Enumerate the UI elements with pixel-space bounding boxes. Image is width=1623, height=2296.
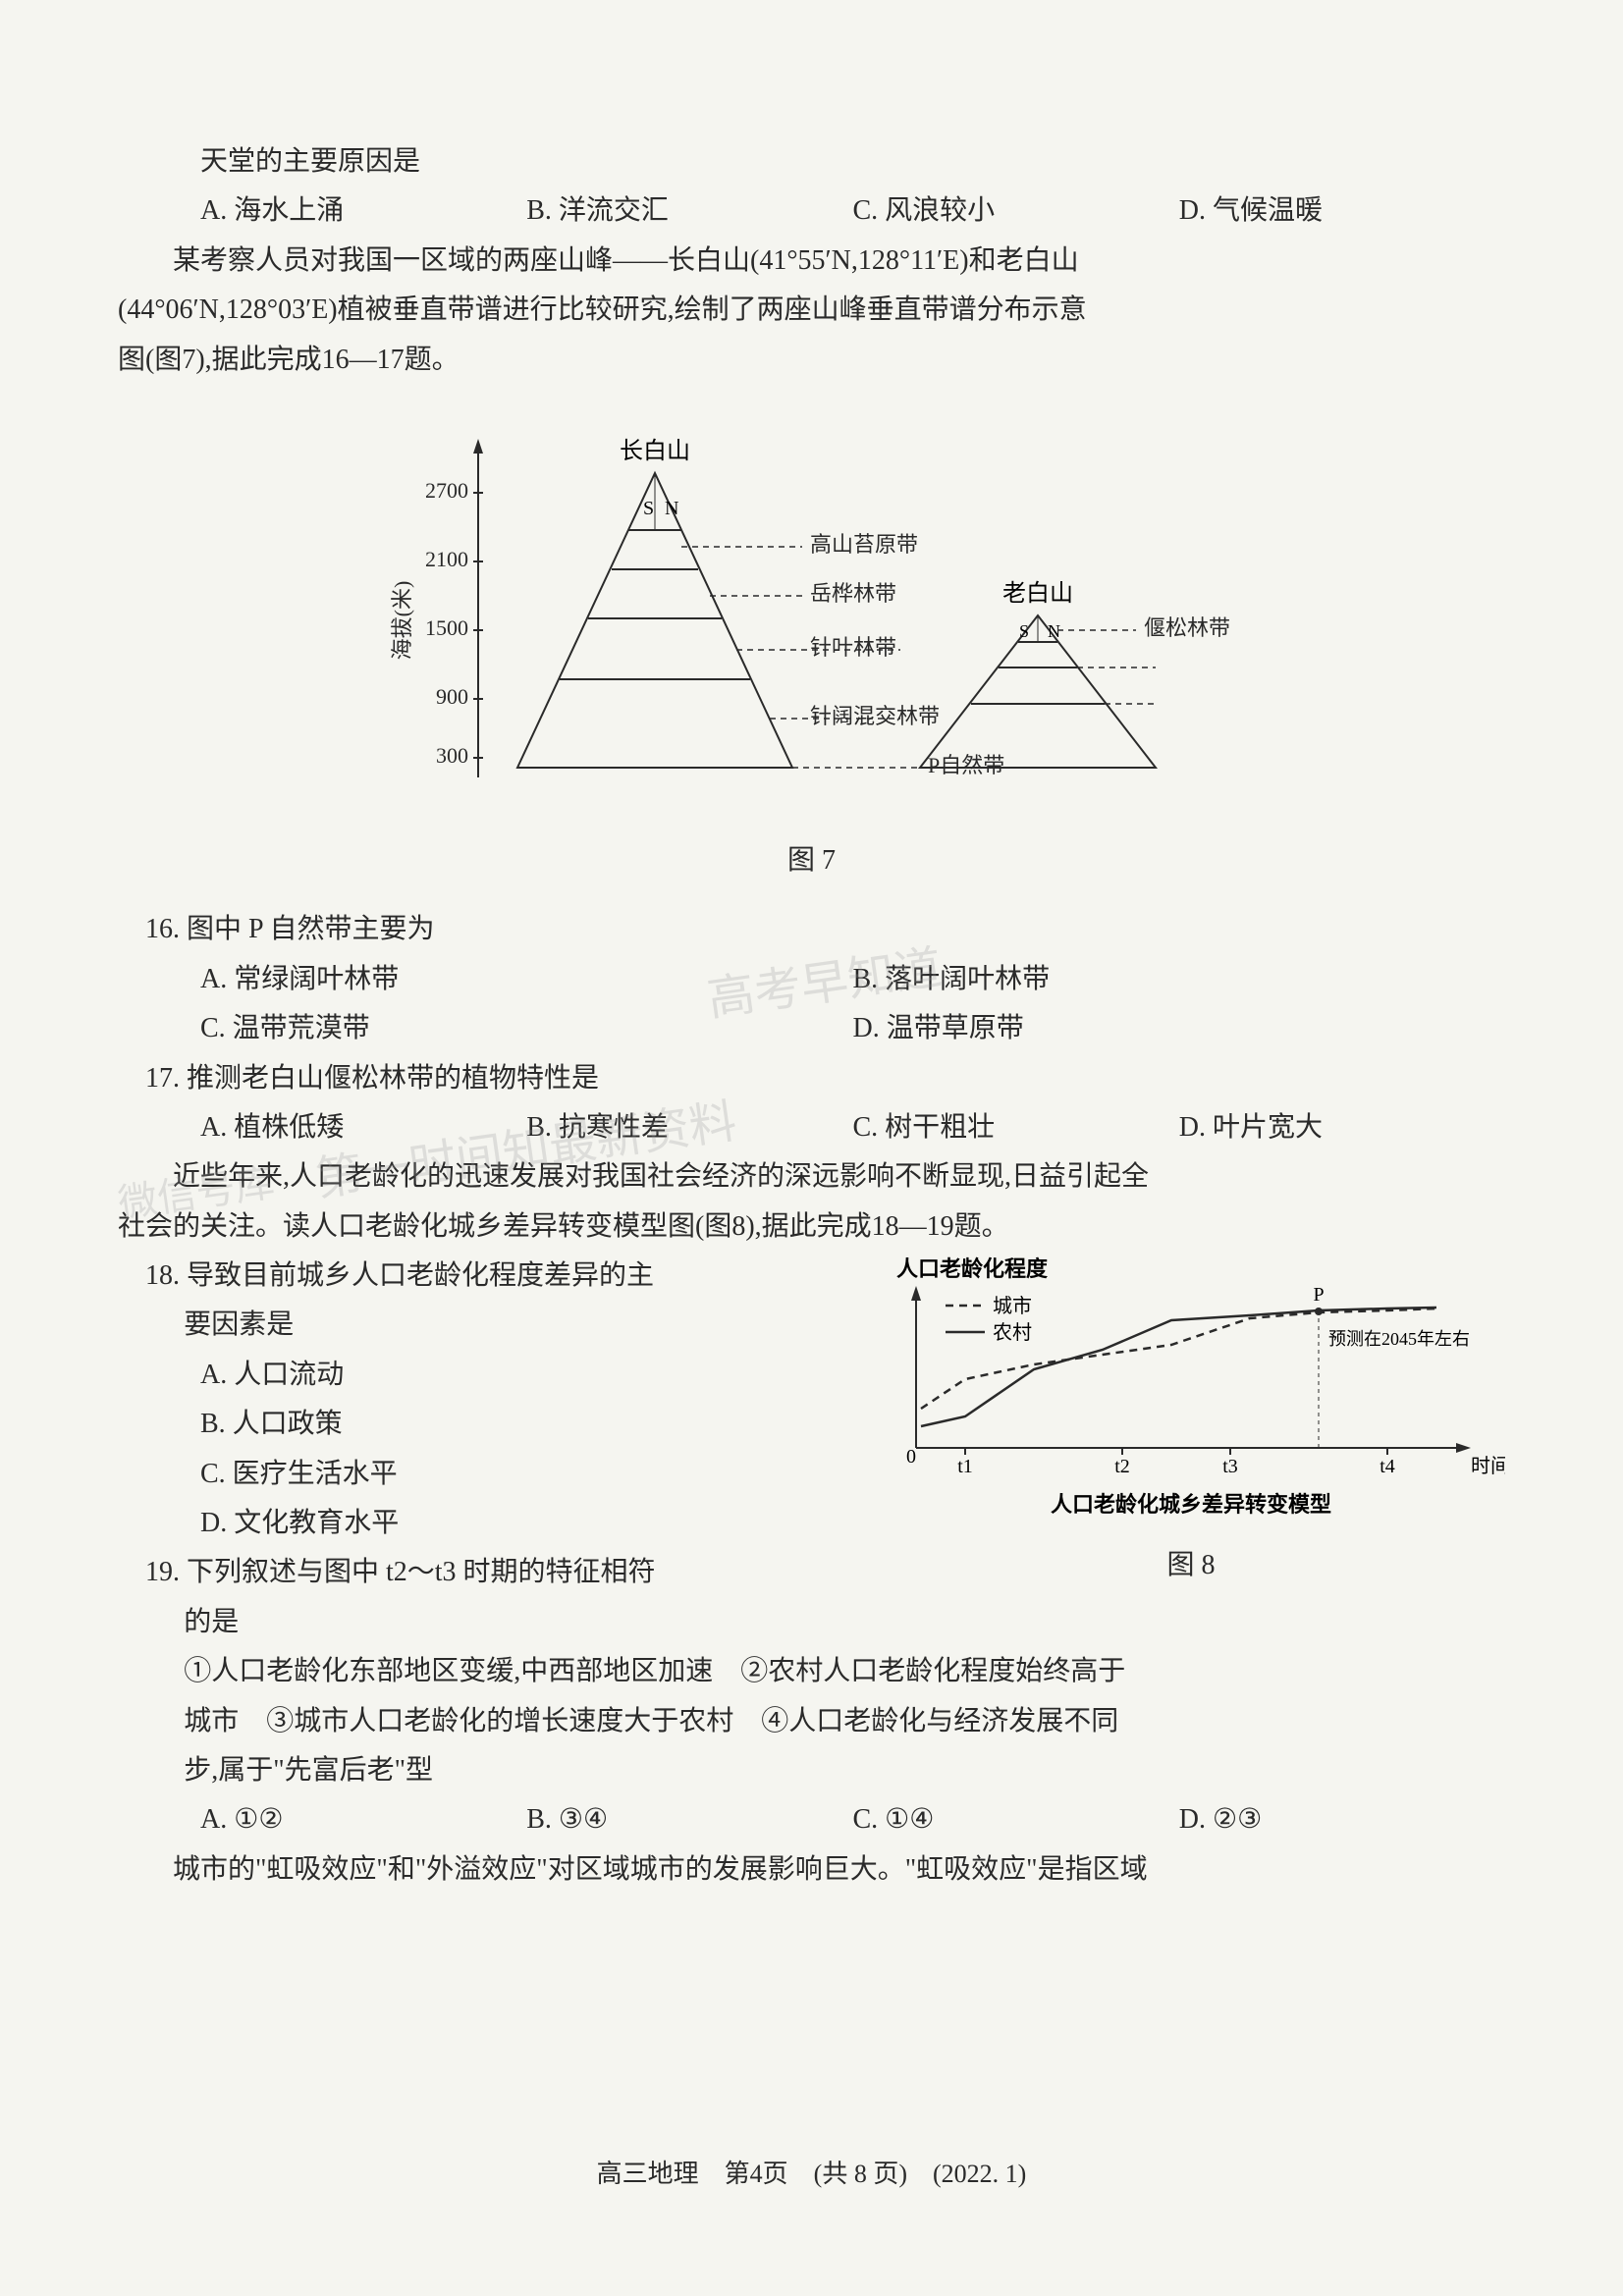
fig8-legend-city: 城市 <box>993 1295 1032 1317</box>
q19-c: C. ①④ <box>853 1795 1179 1844</box>
option-d: D. 气候温暖 <box>1179 187 1505 236</box>
fig8-ylabel: 人口老龄化程度 <box>896 1256 1049 1281</box>
q18-a: A. 人口流动 <box>200 1351 857 1400</box>
q19-item-l3: 步,属于"先富后老"型 <box>184 1746 1505 1795</box>
figure7: 300 900 1500 2100 2700 海拔(米) S N 长白山 S N <box>118 404 1505 817</box>
figure8-svg: 人口老龄化程度 0 t1 t2 t3 t4 时间 <box>877 1252 1505 1526</box>
q16-b: B. 落叶阔叶林带 <box>853 955 1506 1004</box>
fig8-t1: t1 <box>957 1456 973 1477</box>
fig8-t4: t4 <box>1380 1456 1395 1477</box>
q16-a: A. 常绿阔叶林带 <box>200 955 853 1004</box>
q18-options: A. 人口流动 B. 人口政策 C. 医疗生活水平 D. 文化教育水平 <box>200 1351 857 1549</box>
ytick-900: 900 <box>436 684 468 709</box>
fig7-n2: N <box>1048 621 1060 641</box>
ytick-2100: 2100 <box>425 547 468 571</box>
figure8-title: 图 8 <box>877 1541 1505 1590</box>
q16-options: A. 常绿阔叶林带 B. 落叶阔叶林带 C. 温带荒漠带 D. 温带草原带 <box>200 955 1505 1054</box>
fig8-caption: 人口老龄化城乡差异转变模型 <box>1051 1492 1331 1517</box>
fig7-s2: S <box>1019 621 1029 641</box>
fig7-s1: S <box>643 498 654 519</box>
q17-b: B. 抗寒性差 <box>526 1103 852 1152</box>
zone-mixed: 针阔混交林带 <box>810 704 940 728</box>
fig8-annotation: 预测在2045年左右 <box>1328 1329 1470 1349</box>
fig7-ylabel: 海拔(米) <box>390 581 414 661</box>
q16-stem: 16. 图中 P 自然带主要为 <box>145 905 1505 954</box>
option-c: C. 风浪较小 <box>853 187 1179 236</box>
passage2-line2: 社会的关注。读人口老龄化城乡差异转变模型图(图8),据此完成18—19题。 <box>118 1202 1505 1252</box>
q16-d: D. 温带草原带 <box>853 1004 1506 1053</box>
q16-c: C. 温带荒漠带 <box>200 1004 853 1053</box>
fig8-origin: 0 <box>906 1446 916 1468</box>
fig8-t2: t2 <box>1114 1456 1130 1477</box>
passage2-line1: 近些年来,人口老龄化的迅速发展对我国社会经济的深远影响不断显现,日益引起全 <box>118 1152 1505 1201</box>
top-options: A. 海水上涌 B. 洋流交汇 C. 风浪较小 D. 气候温暖 <box>200 187 1505 236</box>
fig7-n1: N <box>665 498 678 519</box>
zone-yansong: 偃松林带 <box>1144 615 1230 640</box>
q19-a: A. ①② <box>200 1795 526 1844</box>
passage1-line1: 某考察人员对我国一区域的两座山峰——长白山(41°55′N,128°11′E)和… <box>118 237 1505 286</box>
passage3: 城市的"虹吸效应"和"外溢效应"对区域城市的发展影响巨大。"虹吸效应"是指区域 <box>118 1845 1505 1895</box>
page-footer: 高三地理 第4页 (共 8 页) (2022. 1) <box>0 2152 1623 2198</box>
q17-stem: 17. 推测老白山偃松林带的植物特性是 <box>145 1054 1505 1103</box>
fig8-p: P <box>1313 1284 1324 1306</box>
q19-stem-l1: 19. 下列叙述与图中 t2～t3 时期的特征相符 <box>145 1548 857 1597</box>
fig7-right-peak: 老白山 <box>1002 580 1073 607</box>
zone-p: P自然带 <box>928 753 1004 777</box>
q19-options: A. ①② B. ③④ C. ①④ D. ②③ <box>200 1795 1505 1844</box>
figure7-caption: 图 7 <box>118 836 1505 885</box>
q17-a: A. 植株低矮 <box>200 1103 526 1152</box>
figure7-svg: 300 900 1500 2100 2700 海拔(米) S N 长白山 S N <box>370 404 1254 817</box>
q17-options: A. 植株低矮 B. 抗寒性差 C. 树干粗壮 D. 叶片宽大 <box>200 1103 1505 1152</box>
fig8-legend-rural: 农村 <box>993 1321 1032 1344</box>
q17-c: C. 树干粗壮 <box>853 1103 1179 1152</box>
ytick-2700: 2700 <box>425 478 468 503</box>
q19-stem-l2: 的是 <box>184 1598 857 1647</box>
fig7-left-peak: 长白山 <box>620 438 690 464</box>
q18-stem-l2: 要因素是 <box>184 1301 857 1350</box>
q18-stem-l1: 18. 导致目前城乡人口老龄化程度差异的主 <box>145 1252 857 1301</box>
option-a: A. 海水上涌 <box>200 187 526 236</box>
zone-alpine: 高山苔原带 <box>810 532 918 557</box>
zone-conifer: 针叶林带 <box>810 635 896 660</box>
q19-item-l2: 城市 ③城市人口老龄化的增长速度大于农村 ④人口老龄化与经济发展不同 <box>184 1697 1505 1746</box>
ytick-300: 300 <box>436 743 468 768</box>
option-b: B. 洋流交汇 <box>526 187 852 236</box>
q18-d: D. 文化教育水平 <box>200 1499 857 1548</box>
question-fragment: 天堂的主要原因是 <box>200 137 1505 187</box>
passage1-line3: 图(图7),据此完成16—17题。 <box>118 336 1505 385</box>
q18-c: C. 医疗生活水平 <box>200 1450 857 1499</box>
q17-d: D. 叶片宽大 <box>1179 1103 1505 1152</box>
passage1-line2: (44°06′N,128°03′E)植被垂直带谱进行比较研究,绘制了两座山峰垂直… <box>118 286 1505 335</box>
zone-yuehua: 岳桦林带 <box>810 581 896 606</box>
q19-b: B. ③④ <box>526 1795 852 1844</box>
q19-item-l1: ①人口老龄化东部地区变缓,中西部地区加速 ②农村人口老龄化程度始终高于 <box>184 1647 1505 1696</box>
q18-b: B. 人口政策 <box>200 1400 857 1449</box>
fig8-xlabel: 时间 <box>1471 1455 1505 1477</box>
ytick-1500: 1500 <box>425 615 468 640</box>
fig8-t3: t3 <box>1222 1456 1238 1477</box>
q19-d: D. ②③ <box>1179 1795 1505 1844</box>
